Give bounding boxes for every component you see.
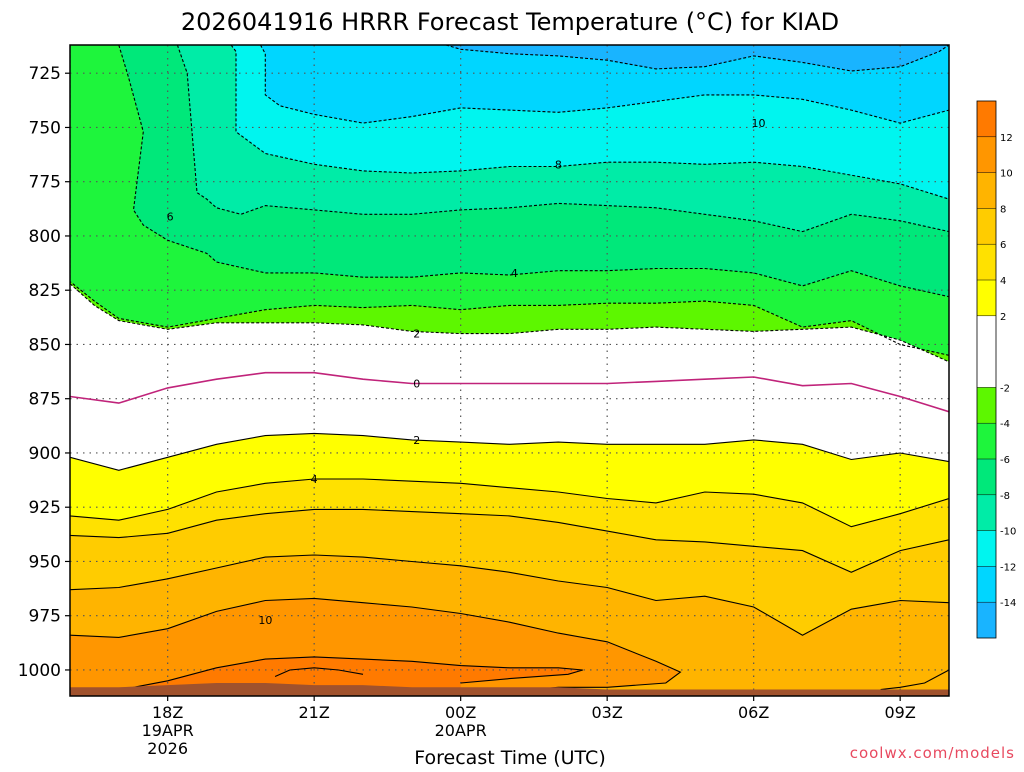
x-tick-label: 00Z xyxy=(445,703,476,722)
y-axis: 725 750 775 800 825 850 875 900 925 950 975 1000 xyxy=(18,64,70,681)
colorbar-tick-label: 4 xyxy=(1000,276,1006,287)
contour-label: 6 xyxy=(167,210,174,223)
y-tick-label: 775 xyxy=(29,173,61,193)
colorbar-tick-label: -4 xyxy=(1000,419,1010,430)
contour-line xyxy=(176,45,949,233)
x-tick-year: 2026 xyxy=(147,739,188,758)
y-tick-label: 800 xyxy=(29,227,61,247)
contour-label: 8 xyxy=(555,158,562,171)
y-tick-label: 900 xyxy=(29,444,61,464)
contour-line xyxy=(880,669,949,691)
contour-line xyxy=(70,508,949,573)
contour-line xyxy=(70,597,682,691)
fill-region xyxy=(143,45,158,56)
y-tick-label: 975 xyxy=(29,607,61,627)
y-tick-label: 1000 xyxy=(18,661,61,681)
contour-label: 4 xyxy=(311,473,318,486)
x-tick-label: 18Z xyxy=(152,703,183,722)
contour-label: 4 xyxy=(511,267,518,280)
colorbar-swatch xyxy=(977,172,996,209)
colorbar-swatch xyxy=(977,530,996,567)
x-tick-label: 06Z xyxy=(738,703,769,722)
contour-label: 2 xyxy=(413,328,420,341)
colorbar-tick-label: -14 xyxy=(1000,598,1016,609)
colorbar-tick-label: -10 xyxy=(1000,527,1016,538)
x-tick-label: 09Z xyxy=(885,703,916,722)
colorbar-swatch xyxy=(977,101,996,137)
contour-label: 0 xyxy=(413,378,420,391)
x-tick-date: 20APR xyxy=(435,721,487,740)
colorbar-swatch xyxy=(977,315,996,388)
contour-layer: 10 8 6 4 2 0 2 4 10 xyxy=(70,45,949,691)
y-tick-label: 725 xyxy=(29,64,61,84)
colorbar-tick-label: -2 xyxy=(1000,383,1010,394)
contour-line xyxy=(70,554,949,636)
colorbar-swatch xyxy=(977,208,996,245)
colorbar-tick-label: 12 xyxy=(1000,133,1013,144)
contour-line xyxy=(445,45,949,72)
colorbar-swatch xyxy=(977,459,996,495)
colorbar-tick-label: 6 xyxy=(1000,240,1006,251)
contour-line xyxy=(70,432,949,471)
y-tick-label: 850 xyxy=(29,335,61,355)
colorbar-swatch xyxy=(977,244,996,280)
grid-layer xyxy=(70,45,949,696)
colorbar-swatch xyxy=(977,566,996,603)
contour-line xyxy=(260,45,949,124)
y-tick-label: 875 xyxy=(29,390,61,410)
y-tick-label: 825 xyxy=(29,281,61,301)
y-tick-label: 750 xyxy=(29,118,61,138)
colorbar-swatch xyxy=(977,280,996,316)
colorbar-swatch xyxy=(977,423,996,459)
colorbar-tick-label: -6 xyxy=(1000,455,1010,466)
colorbar-tick-label: 8 xyxy=(1000,204,1006,215)
contour-line xyxy=(70,478,949,528)
contour-line xyxy=(274,667,364,678)
x-tick-label: 21Z xyxy=(299,703,330,722)
colorbar-frame xyxy=(976,100,997,639)
colorbar: 12 10 8 6 4 2 -2 -4 -6 -8 -10 -12 -14 xyxy=(976,100,1016,639)
contour-line xyxy=(133,656,583,688)
colorbar-swatch xyxy=(977,602,996,638)
colorbar-tick-label: 2 xyxy=(1000,312,1006,323)
colorbar-tick-label: 10 xyxy=(1000,169,1013,180)
contour-label: 2 xyxy=(413,434,420,447)
x-tick-label: 03Z xyxy=(592,703,623,722)
x-axis-label: Forecast Time (UTC) xyxy=(414,747,605,768)
contour-label: 10 xyxy=(752,117,766,130)
contour-line xyxy=(230,45,949,200)
contour-line xyxy=(118,45,949,298)
colorbar-tick-label: -8 xyxy=(1000,491,1010,502)
colorbar-tick-label: -12 xyxy=(1000,562,1016,573)
credit-text: coolwx.com/models xyxy=(850,744,1015,762)
ground-layer xyxy=(70,683,949,696)
colorbar-swatch xyxy=(977,387,996,424)
plot-frame xyxy=(69,44,950,697)
colorbar-swatch xyxy=(977,136,996,173)
x-tick-date: 19APR xyxy=(142,721,194,740)
y-tick-label: 950 xyxy=(29,552,61,572)
chart-title: 2026041916 HRRR Forecast Temperature (°C… xyxy=(181,8,839,36)
ground-terrain xyxy=(70,683,949,696)
temperature-fill-layer xyxy=(70,45,949,696)
contour-line xyxy=(70,45,949,356)
y-tick-label: 925 xyxy=(29,498,61,518)
contour-line xyxy=(70,371,949,413)
contour-label: 10 xyxy=(258,614,272,627)
colorbar-swatch xyxy=(977,494,996,531)
